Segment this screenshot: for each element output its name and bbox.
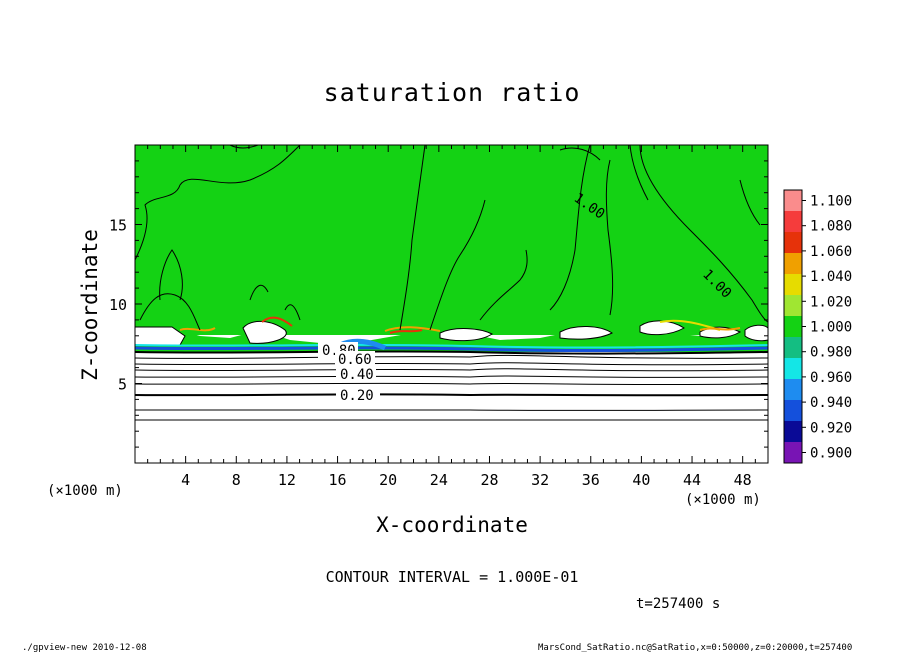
- colorbar-label: 1.020: [810, 294, 852, 310]
- colorbar: 1.100 1.080 1.060 1.040 1.020 1.000 0.980 0.960…: [783, 189, 852, 464]
- x-tick-label: 40: [632, 471, 650, 489]
- colorbar-swatch: [784, 190, 802, 211]
- y-tick-label: 15: [109, 217, 127, 235]
- colorbar-label: 0.940: [810, 395, 852, 411]
- colorbar-swatch: [784, 358, 802, 379]
- colorbar-swatch: [784, 295, 802, 316]
- x-unit-label: (×1000 m): [685, 492, 761, 508]
- colorbar-swatch: [784, 379, 802, 400]
- colorbar-label: 1.000: [810, 320, 852, 336]
- saturated-region: [135, 145, 768, 335]
- contour-interval-label: CONTOUR INTERVAL = 1.000E-01: [325, 568, 579, 586]
- colorbar-swatch: [784, 442, 802, 463]
- colorbar-label: 0.980: [810, 345, 852, 361]
- x-tick-label: 44: [683, 471, 701, 489]
- x-tick-label: 16: [329, 471, 347, 489]
- contour-label-3: 0.20: [340, 388, 374, 404]
- contour-label-1: 0.60: [338, 352, 372, 368]
- x-tick-label: 24: [430, 471, 448, 489]
- x-tick-label: 28: [480, 471, 498, 489]
- colorbar-label: 1.060: [810, 244, 852, 260]
- time-label: t=257400 s: [636, 596, 721, 612]
- colorbar-swatch: [784, 211, 802, 232]
- y-tick-label: 10: [109, 296, 127, 314]
- x-tick-label: 20: [379, 471, 397, 489]
- colorbar-swatch: [784, 274, 802, 295]
- x-tick-label: 12: [278, 471, 296, 489]
- x-tick-label: 8: [232, 471, 241, 489]
- footer-right: MarsCond_SatRatio.nc@SatRatio,x=0:50000,…: [538, 643, 853, 653]
- saturated-contours: [134, 144, 769, 331]
- z-unit-label: (×1000 m): [47, 483, 123, 499]
- colorbar-swatch: [784, 316, 802, 337]
- x-tick-label: 4: [181, 471, 190, 489]
- subsaturated-contours: [134, 350, 769, 421]
- x-tick-label: 32: [531, 471, 549, 489]
- colorbar-swatch: [784, 400, 802, 421]
- colorbar-swatch: [784, 337, 802, 358]
- y-tick-label: 5: [118, 376, 127, 394]
- colorbar-label: 0.900: [810, 446, 852, 462]
- colorbar-label: 1.080: [810, 219, 852, 235]
- colorbar-label: 1.040: [810, 269, 852, 285]
- x-tick-label: 48: [734, 471, 752, 489]
- chart-title: saturation ratio: [323, 78, 581, 107]
- boundary-streaks: [134, 316, 769, 353]
- colorbar-swatch: [784, 421, 802, 442]
- colorbar-swatch: [784, 232, 802, 253]
- colorbar-swatch: [784, 253, 802, 274]
- colorbar-label: 1.100: [810, 194, 852, 210]
- colorbar-label: 0.920: [810, 420, 852, 436]
- footer-left: ./gpview-new 2010-12-08: [22, 643, 147, 653]
- x-tick-label: 36: [582, 471, 600, 489]
- colorbar-label: 0.960: [810, 370, 852, 386]
- contour-label-2: 0.40: [340, 367, 374, 383]
- subsaturated-region: [135, 352, 768, 463]
- x-axis-label: X-coordinate: [376, 513, 528, 537]
